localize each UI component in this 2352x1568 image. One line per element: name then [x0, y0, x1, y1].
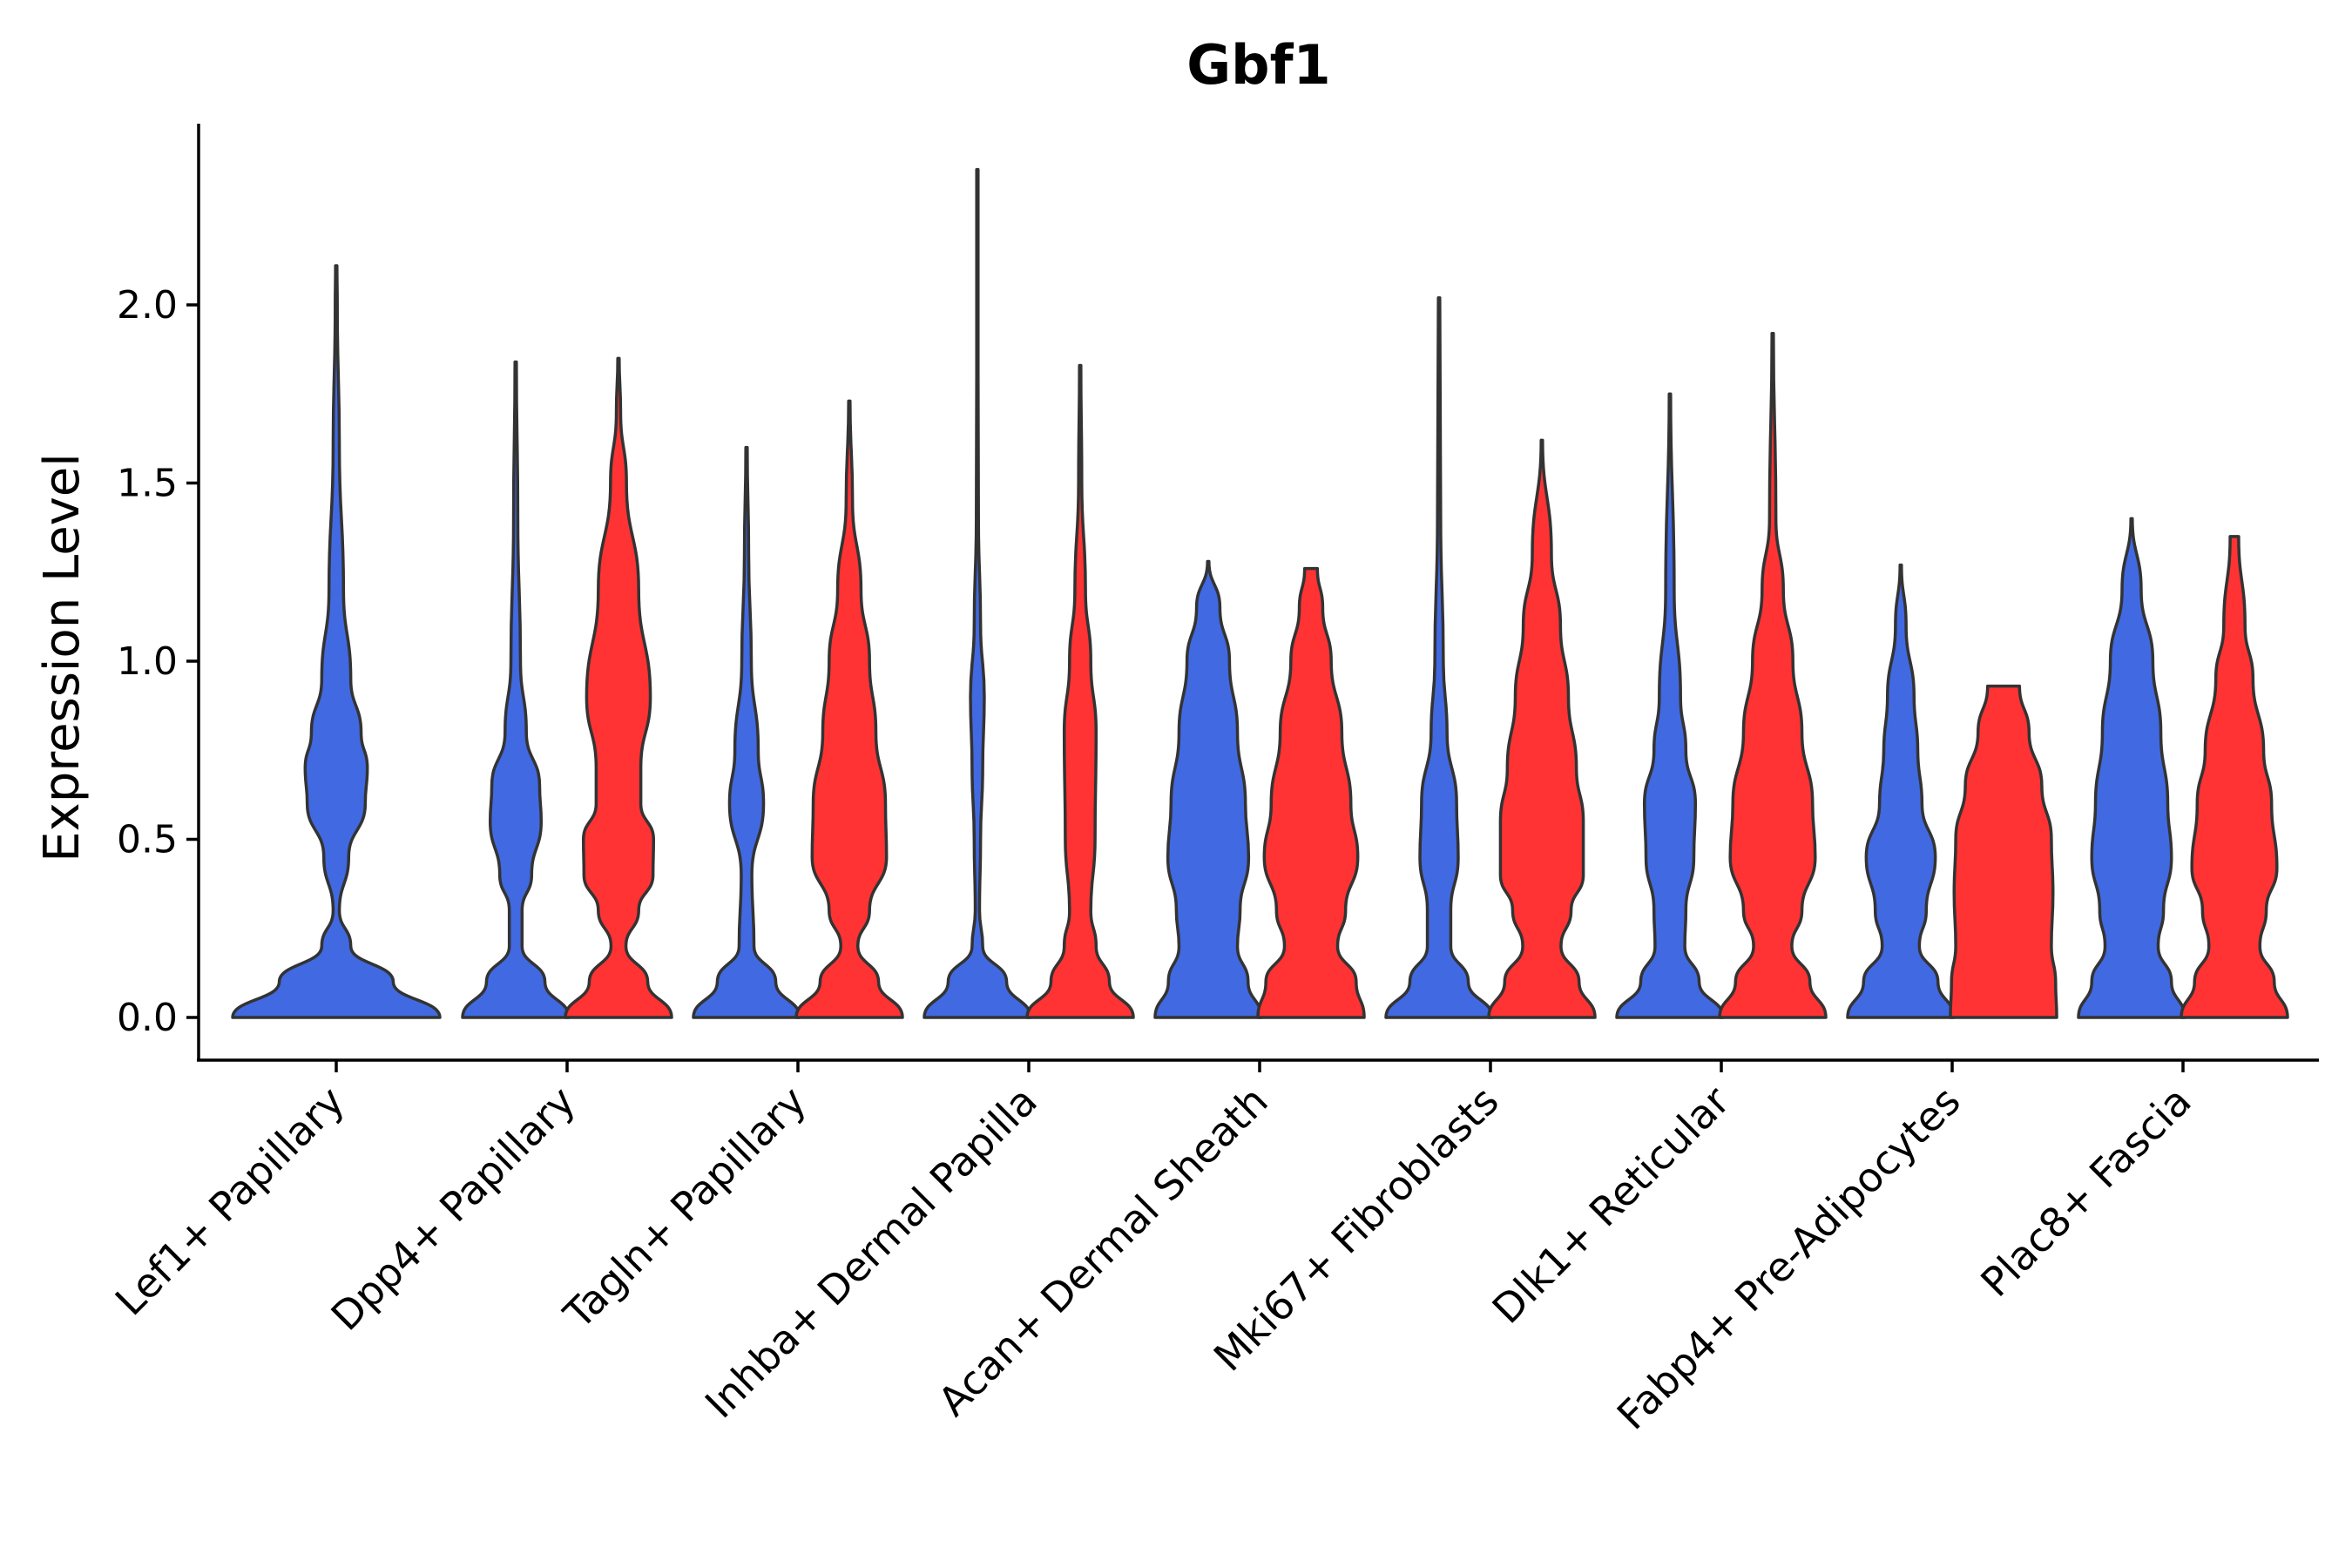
- violin-tagln-papillary-group2: [794, 399, 904, 1019]
- y-tick-label: 1.0: [117, 639, 178, 684]
- violin-mki67-fibroblasts-group1: [1384, 296, 1494, 1019]
- violin-dpp4-papillary-group2: [564, 356, 673, 1019]
- y-axis-title: Expression Level: [34, 453, 91, 862]
- y-tick-label: 0.0: [117, 996, 178, 1040]
- y-tick-label: 1.5: [117, 462, 178, 506]
- x-tick-label: Plac8+ Fascia: [1971, 1078, 2200, 1306]
- x-tick-label: Tagln+ Papillary: [554, 1078, 815, 1339]
- y-axis-ticks: 0.0 0.5 1.0 1.5 2.0: [117, 283, 199, 1040]
- violin-lef1-papillary-group1: [231, 264, 442, 1019]
- x-tick-label: Lef1+ Papillary: [106, 1078, 354, 1325]
- violin-fabp4-pre-adipocytes-group1: [1846, 563, 1956, 1019]
- y-tick-label: 2.0: [117, 283, 178, 328]
- violin-inhba-dermal-papilla-group2: [1025, 363, 1135, 1019]
- violin-plac8-fascia-group2: [2180, 535, 2289, 1019]
- violin-fabp4-pre-adipocytes-group2: [1949, 684, 2058, 1019]
- violin-mki67-fibroblasts-group2: [1487, 438, 1597, 1019]
- violin-acan-dermal-sheath-group1: [1153, 559, 1263, 1019]
- y-tick-label: 0.5: [117, 818, 178, 862]
- x-tick-label: Dlk1+ Reticular: [1484, 1078, 1739, 1333]
- violin-plac8-fascia-group1: [2077, 517, 2186, 1019]
- violin-tagln-papillary-group1: [692, 445, 801, 1019]
- violin-dpp4-papillary-group1: [461, 360, 571, 1019]
- x-tick-label: Dpp4+ Papillary: [322, 1078, 585, 1340]
- violin-dlk1-reticular-group1: [1615, 392, 1725, 1019]
- violin-inhba-dermal-papilla-group1: [923, 167, 1032, 1019]
- violin-acan-dermal-sheath-group2: [1256, 566, 1366, 1019]
- violin-dlk1-reticular-group2: [1718, 331, 1828, 1019]
- chart-title: Gbf1: [1186, 33, 1330, 97]
- violins-layer: [231, 167, 2289, 1019]
